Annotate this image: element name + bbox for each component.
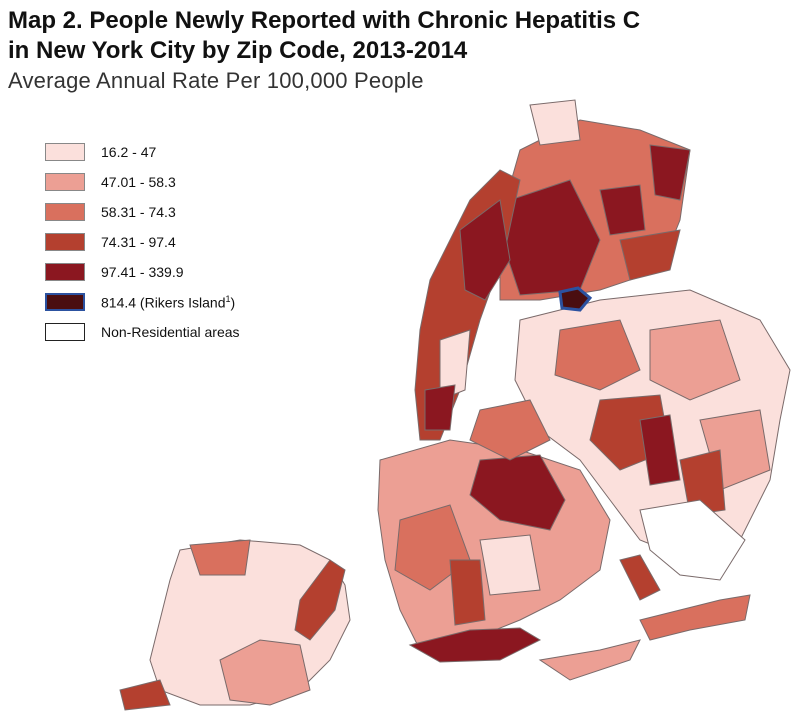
manhattan (414, 169, 521, 441)
map-title-line-1: Map 2. People Newly Reported with Chroni… (8, 7, 641, 34)
zip-area (529, 99, 581, 146)
legend-item: 74.31 - 97.4 (45, 230, 305, 254)
rikers-island (558, 286, 593, 312)
zip-area (639, 414, 681, 486)
zip-area (408, 627, 542, 663)
zip-area (424, 384, 456, 431)
map-legend: 16.2 - 47 47.01 - 58.3 58.31 - 74.3 74.3… (45, 140, 305, 350)
zip-area (449, 559, 486, 626)
legend-item: 58.31 - 74.3 (45, 200, 305, 224)
footnote-marker: 1 (225, 293, 231, 304)
zip-area (649, 144, 691, 201)
legend-item: Non-Residential areas (45, 320, 305, 344)
zip-area (479, 534, 541, 596)
zip-area (599, 184, 646, 236)
legend-item: 16.2 - 47 (45, 140, 305, 164)
legend-swatch (45, 203, 85, 221)
zip-area (649, 319, 741, 401)
zip-area (119, 679, 171, 711)
zip-area (219, 639, 311, 706)
legend-swatch (45, 173, 85, 191)
legend-swatch (45, 293, 85, 311)
bronx (499, 99, 691, 301)
legend-item: 97.41 - 339.9 (45, 260, 305, 284)
zip-area (639, 594, 751, 641)
legend-label: Non-Residential areas (101, 324, 240, 340)
staten-island (119, 539, 351, 711)
map-subtitle: Average Annual Rate Per 100,000 People (8, 68, 424, 93)
legend-label: 58.31 - 74.3 (101, 204, 176, 220)
legend-swatch (45, 143, 85, 161)
zip-area (639, 499, 746, 581)
zip-area (554, 319, 641, 391)
zip-area (619, 229, 681, 281)
zip-area (189, 539, 251, 576)
legend-item: 814.4 (Rikers Island1) (45, 290, 305, 314)
map-title-line-2: in New York City by Zip Code, 2013-2014 (8, 37, 468, 64)
legend-item: 47.01 - 58.3 (45, 170, 305, 194)
zip-area (459, 199, 511, 301)
legend-label-text: 814.4 (Rikers Island (101, 294, 226, 311)
legend-swatch (45, 233, 85, 251)
zip-area (619, 554, 661, 601)
zip-area (439, 329, 471, 401)
brooklyn (377, 439, 611, 663)
legend-swatch (45, 263, 85, 281)
zip-area (294, 559, 346, 641)
legend-label-suffix: ) (230, 294, 236, 311)
legend-swatch (45, 323, 85, 341)
zip-area (679, 449, 726, 516)
legend-label: 47.01 - 58.3 (101, 174, 176, 190)
zip-area (469, 399, 551, 461)
legend-label: 97.41 - 339.9 (101, 264, 184, 280)
map-title: Map 2. People Newly Reported with Chroni… (8, 6, 798, 66)
zip-area (469, 454, 566, 531)
zip-area (538, 639, 641, 681)
legend-label: 74.31 - 97.4 (101, 234, 176, 250)
legend-label: 16.2 - 47 (101, 144, 157, 160)
legend-label: 814.4 (Rikers Island1) (101, 294, 235, 311)
queens (469, 289, 791, 681)
